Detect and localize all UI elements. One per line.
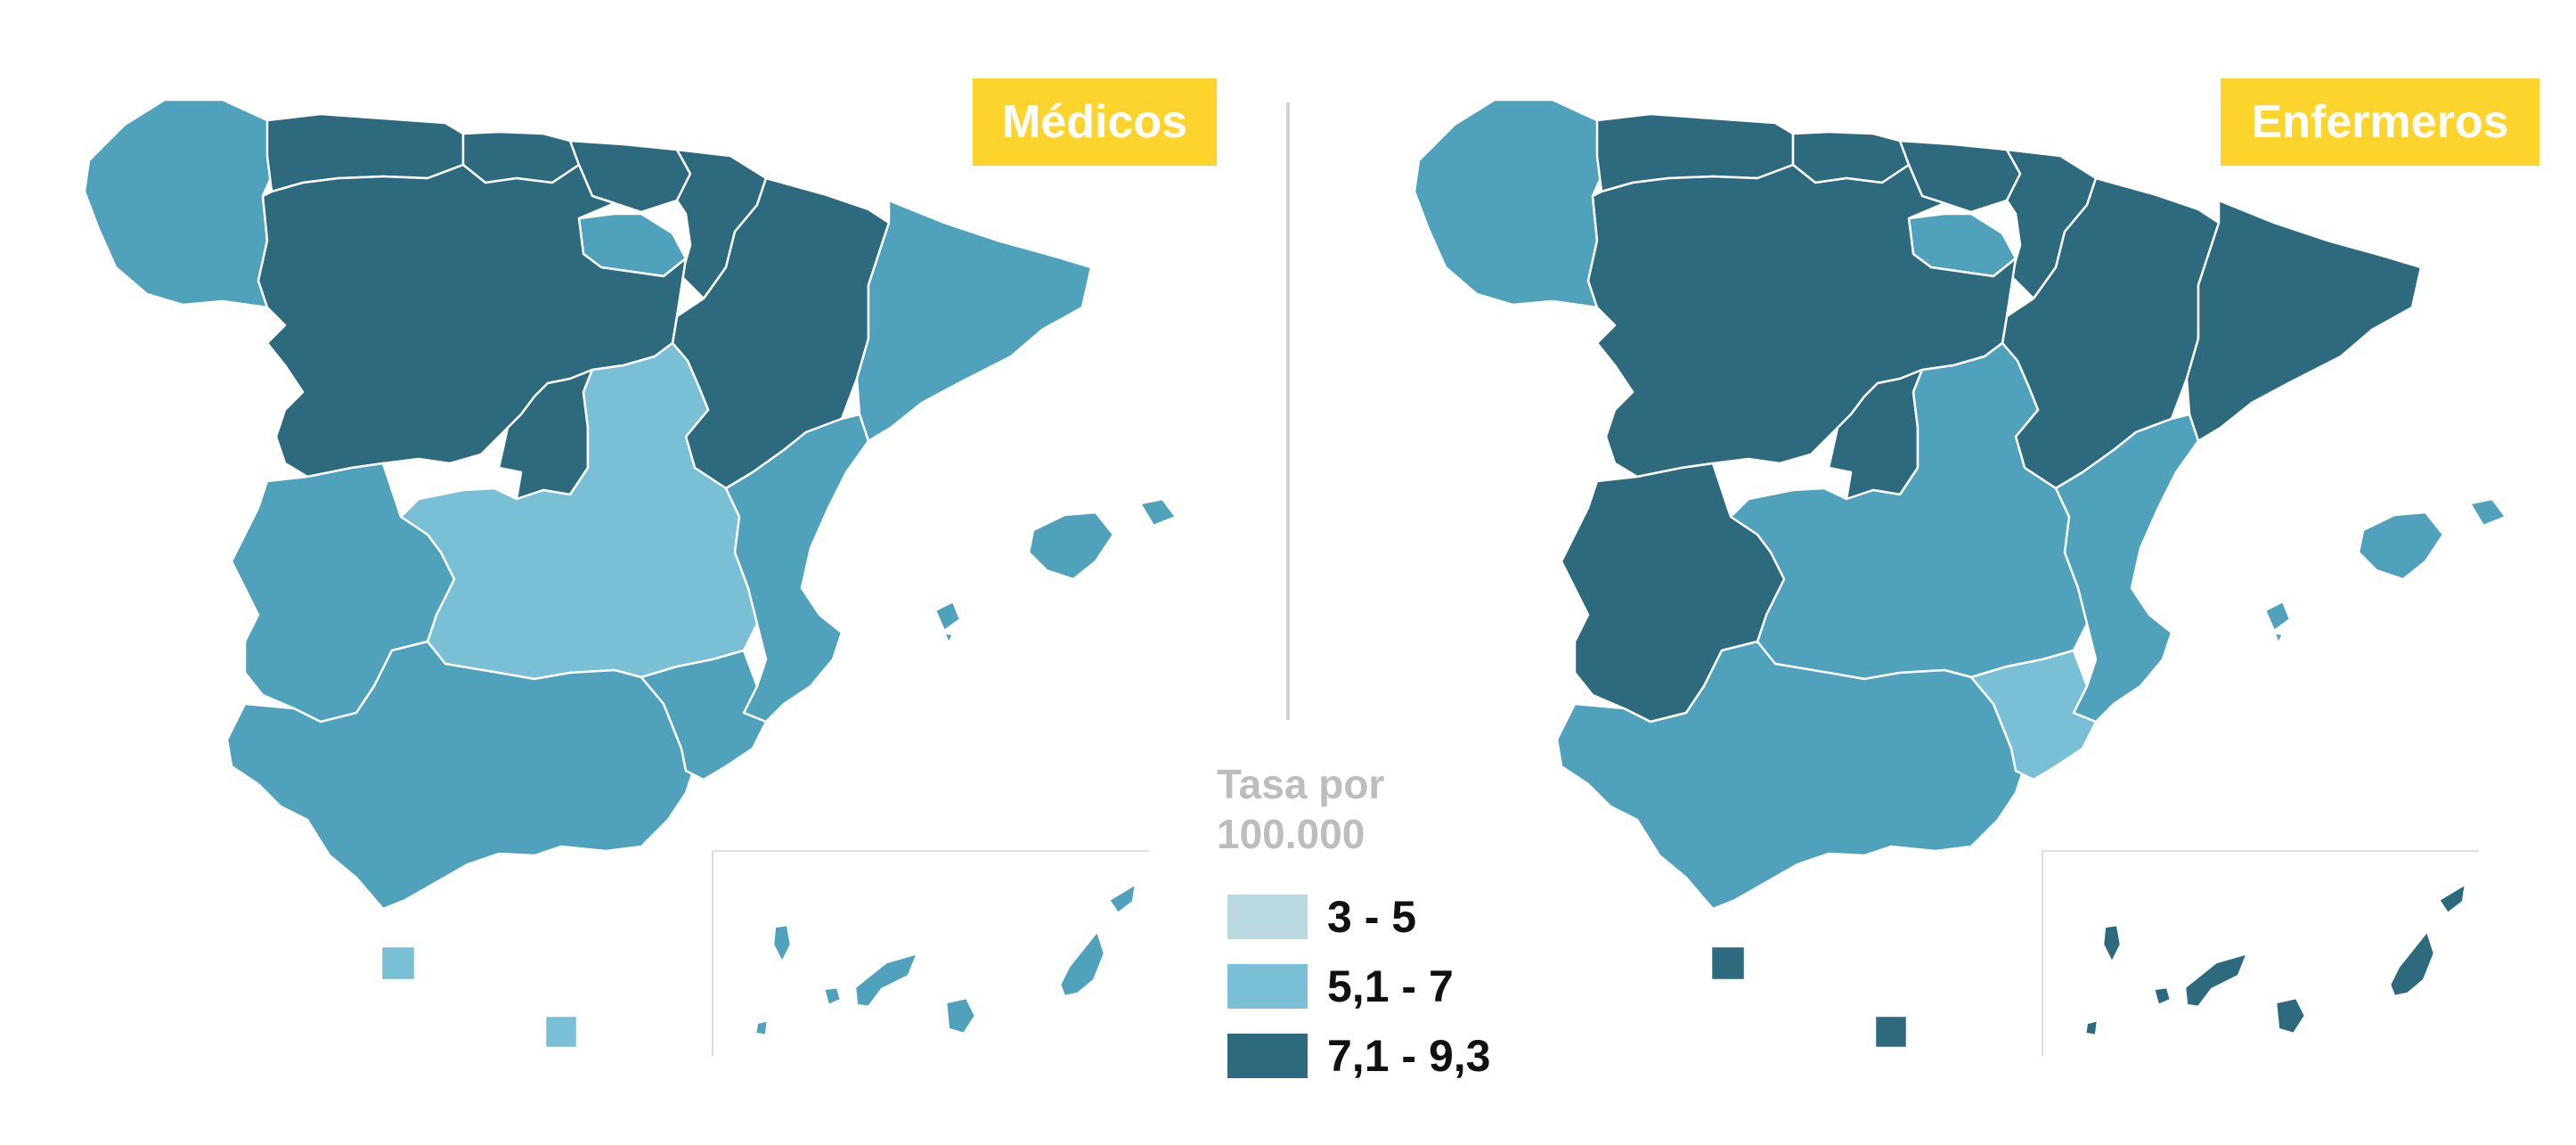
medicos-region-murcia[interactable] (640, 649, 768, 781)
legend-swatch-2 (1227, 964, 1308, 1009)
legend-swatch-1 (1227, 895, 1308, 939)
legend-swatch-3 (1227, 1034, 1308, 1078)
enfermeros-region-andalucía[interactable] (1555, 640, 2026, 911)
legend-title-line1: Tasa por (1217, 761, 1385, 807)
enfermeros-region-comunidad-valenciana[interactable] (2054, 413, 2200, 724)
medicos-region-andalucía[interactable] (225, 640, 697, 911)
enfermeros-region-canarias[interactable] (2083, 882, 2467, 1037)
enfermeros-region-cantabria[interactable] (1791, 130, 1911, 184)
legend-title: Tasa por 100.000 (1217, 759, 1384, 859)
legend-item-1: 3 - 5 (1227, 891, 1416, 943)
enfermeros-region-murcia[interactable] (1969, 649, 2098, 781)
legend-item-3: 7,1 - 9,3 (1227, 1030, 1490, 1082)
enfermeros-region-ceuta[interactable] (1709, 945, 1747, 982)
panel-title-enfermeros: Enfermeros (2221, 78, 2539, 166)
enfermeros-region-islas-baleares[interactable] (2263, 497, 2507, 645)
medicos-region-canarias[interactable] (754, 882, 1137, 1037)
medicos-region-comunidad-valenciana[interactable] (724, 413, 870, 724)
legend-label-1: 3 - 5 (1327, 892, 1417, 942)
legend-label-2: 5,1 - 7 (1327, 961, 1454, 1011)
medicos-canarias-inset-frame (712, 850, 1149, 1056)
enfermeros-region-cataluña[interactable] (2185, 199, 2423, 443)
medicos-region-cantabria[interactable] (461, 130, 581, 184)
legend-label-3: 7,1 - 9,3 (1327, 1031, 1491, 1081)
medicos-region-islas-baleares[interactable] (933, 497, 1178, 645)
enfermeros-region-melilla[interactable] (1873, 1014, 1909, 1050)
enfermeros-region-galicia[interactable] (1413, 98, 1612, 309)
map-enfermeros (1413, 98, 2507, 1056)
legend-title-line2: 100.000 (1217, 811, 1365, 857)
panel-title-medicos: Médicos (973, 78, 1217, 166)
enfermeros-canarias-inset-frame (2042, 850, 2479, 1056)
legend-item-2: 5,1 - 7 (1227, 961, 1454, 1012)
map-medicos (83, 98, 1178, 1056)
medicos-region-galicia[interactable] (83, 98, 282, 309)
medicos-region-cataluña[interactable] (855, 199, 1093, 443)
medicos-region-ceuta[interactable] (379, 945, 417, 982)
medicos-region-melilla[interactable] (543, 1014, 579, 1050)
